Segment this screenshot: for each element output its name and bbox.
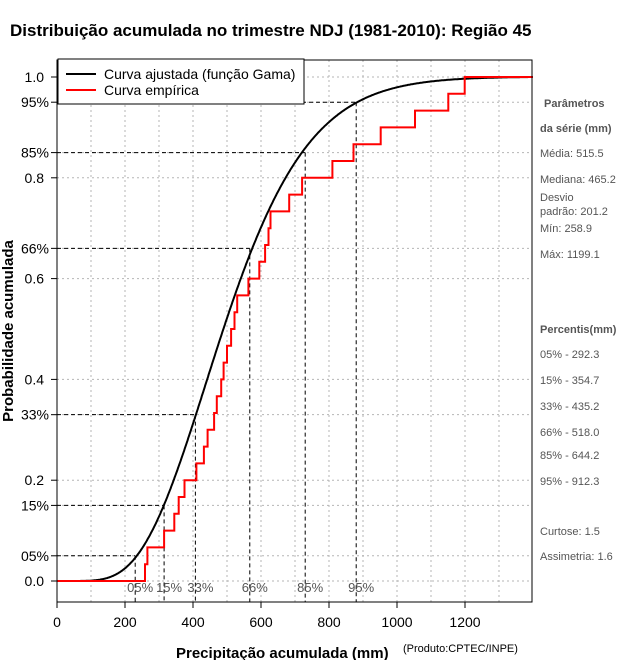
y-percentile-tick-label: 85% xyxy=(21,145,49,161)
x-tick-label: 0 xyxy=(53,614,61,630)
fitted-gamma-curve xyxy=(57,76,533,582)
x-tick-label: 1000 xyxy=(381,614,412,630)
series-parameters-panel: Parâmetros da série (mm) Média: 515.5 Me… xyxy=(540,98,617,563)
y-percentile-tick-label: 15% xyxy=(21,497,49,513)
y-tick-label: 0.8 xyxy=(25,170,45,186)
percentil-85: 85% - 644.2 xyxy=(540,450,599,462)
param-max: Máx: 1199.1 xyxy=(540,249,600,261)
percentil-66: 66% - 518.0 xyxy=(540,427,599,439)
x-axis-label: Precipitação acumulada (mm) xyxy=(176,645,389,660)
param-desvio-line1: Desvio xyxy=(540,192,574,204)
y-axis-label: Probabilidade acumulada xyxy=(0,239,17,421)
params-title-line2: da série (mm) xyxy=(540,123,612,135)
percentile-marker-label: 66% xyxy=(242,580,268,595)
percentile-marker-label: 05% xyxy=(127,580,153,595)
y-percentile-tick-label: 95% xyxy=(21,94,49,110)
percentis-title: Percentis(mm) xyxy=(540,324,617,336)
percentile-marker-label: 85% xyxy=(297,580,323,595)
params-title-line1: Parâmetros xyxy=(544,98,605,110)
chart-title: Distribuição acumulada no trimestre NDJ … xyxy=(10,21,532,40)
x-tick-label: 400 xyxy=(181,614,205,630)
param-desvio-line2: padrão: 201.2 xyxy=(540,206,608,218)
legend: Curva ajustada (função Gama) Curva empír… xyxy=(57,58,305,105)
percentile-marker-label: 95% xyxy=(348,580,374,595)
y-percentile-tick-label: 33% xyxy=(21,407,49,423)
percentile-marker-label: 33% xyxy=(187,580,213,595)
y-percentile-tick-label: 66% xyxy=(21,240,49,256)
y-percentile-tick-label: 05% xyxy=(21,548,49,564)
legend-box xyxy=(57,58,305,105)
y-tick-label: 0.6 xyxy=(25,271,45,287)
x-tick-label: 800 xyxy=(317,614,341,630)
y-tick-label: 0.2 xyxy=(25,472,45,488)
percentil-95: 95% - 912.3 xyxy=(540,476,599,488)
param-min: Mín: 258.9 xyxy=(540,223,592,235)
x-tick-label: 600 xyxy=(249,614,273,630)
x-tick-label: 200 xyxy=(113,614,137,630)
percentil-33: 33% - 435.2 xyxy=(540,401,599,413)
axes: 0 200 400 600 800 1000 1200 0.0 0.2 0.4 0.6 0.8 1.0 0… xyxy=(21,69,481,630)
param-assimetria: Assimetria: 1.6 xyxy=(540,551,613,563)
legend-empirical-label: Curva empírica xyxy=(104,82,199,98)
y-tick-label: 1.0 xyxy=(25,69,45,85)
percentile-marker-label: 15% xyxy=(156,580,182,595)
percentile-guides: 05% 15% 33% 66% 85% 95% xyxy=(57,101,375,602)
y-tick-label: 0.4 xyxy=(25,371,45,387)
param-mediana: Mediana: 465.2 xyxy=(540,174,616,186)
percentil-15: 15% - 354.7 xyxy=(540,375,599,387)
x-tick-label: 1200 xyxy=(449,614,480,630)
credit-text: (Produto:CPTEC/INPE) xyxy=(403,643,518,655)
legend-fitted-label: Curva ajustada (função Gama) xyxy=(104,66,295,82)
grid xyxy=(57,60,532,602)
y-tick-label: 0.0 xyxy=(25,573,45,589)
param-curtose: Curtose: 1.5 xyxy=(540,526,600,538)
empirical-step-curve xyxy=(57,76,533,582)
percentil-05: 05% - 292.3 xyxy=(540,349,599,361)
series-layer xyxy=(57,76,533,582)
param-media: Média: 515.5 xyxy=(540,148,604,160)
